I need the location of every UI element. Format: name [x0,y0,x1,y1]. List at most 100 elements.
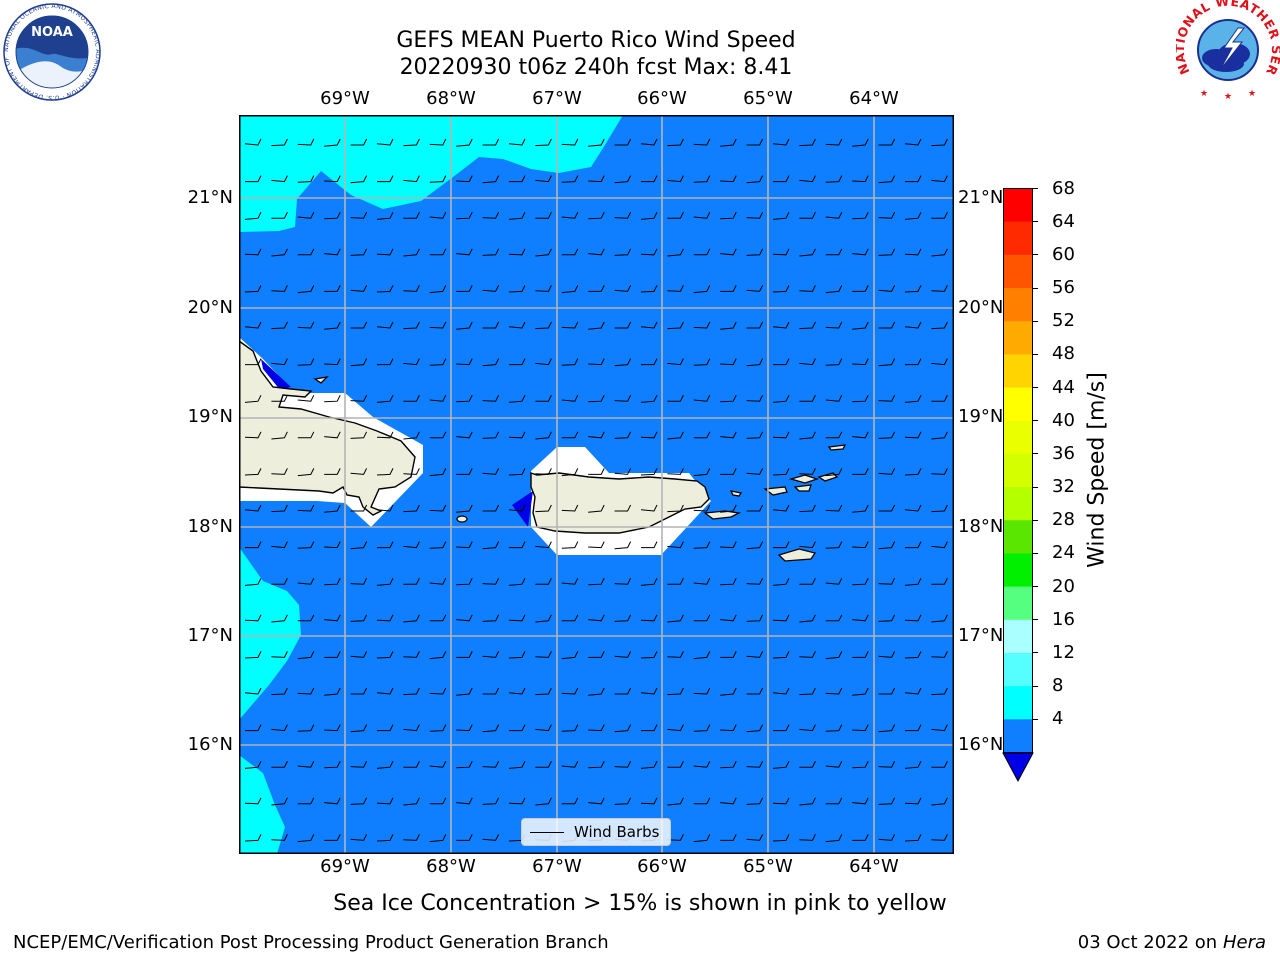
lon-tick-top: 69°W [320,88,370,109]
colorbar-tick-mark [1032,254,1038,256]
colorbar-segment [1003,354,1033,388]
colorbar-tick-mark [1032,387,1038,389]
legend-line-swatch [530,832,564,833]
colorbar-tick-label: 20 [1052,575,1075,597]
lat-tick-right: 21°N [958,187,1004,208]
colorbar-tick-mark [1032,320,1038,322]
colorbar-tick-label: 28 [1052,509,1075,531]
colorbar-segment [1003,719,1033,753]
colorbar-tick-label: 16 [1052,608,1075,630]
chart-title-line1: GEFS MEAN Puerto Rico Wind Speed [396,28,796,53]
svg-text:★: ★ [1248,89,1256,99]
colorbar-segment [1003,420,1033,455]
colorbar-segment [1003,553,1033,587]
lat-tick-left: 16°N [187,734,233,755]
colorbar-tick-mark [1032,453,1038,455]
lon-tick-bottom: 65°W [743,856,793,877]
colorbar-segment [1003,487,1033,521]
lat-tick-left: 20°N [187,297,233,318]
land-small-islands [313,376,847,562]
lon-tick-bottom: 66°W [637,856,687,877]
colorbar-segment [1003,188,1033,222]
colorbar-tick-mark [1032,718,1038,720]
colorbar-segment [1003,652,1033,687]
land-hispaniola [239,340,416,516]
colorbar-segment [1003,453,1033,488]
chart-title-line2: 20220930 t06z 240h fcst Max: 8.41 [399,55,793,80]
colorbar-frame [1003,188,1033,753]
colorbar-segment [1003,387,1033,422]
colorbar-label: Wind Speed [m/s] [1084,372,1110,568]
svg-text:NOAA: NOAA [31,25,73,40]
colorbar-under-triangle [1002,752,1034,783]
colorbar [1002,188,1034,783]
colorbar-segment [1003,619,1033,654]
legend-label: Wind Barbs [574,823,660,841]
svg-text:★: ★ [1224,92,1232,100]
lon-tick-bottom: 64°W [849,856,899,877]
lon-tick-top: 68°W [426,88,476,109]
colorbar-tick-label: 4 [1052,708,1064,730]
lat-tick-right: 19°N [958,406,1004,427]
colorbar-tick-mark [1032,486,1038,488]
colorbar-tick-label: 44 [1052,376,1075,398]
colorbar-tick-label: 24 [1052,542,1075,564]
wind-speed-map [239,115,954,854]
lat-tick-right: 18°N [958,516,1004,537]
lat-tick-right: 20°N [958,297,1004,318]
colorbar-segment [1003,321,1033,355]
colorbar-tick-label: 32 [1052,476,1075,498]
colorbar-tick-label: 52 [1052,310,1075,332]
colorbar-segment [1003,254,1033,289]
sea-ice-caption: Sea Ice Concentration > 15% is shown in … [333,891,947,916]
lon-tick-top: 66°W [637,88,687,109]
map-gridlines [239,115,954,854]
colorbar-segment [1003,520,1033,554]
lat-tick-left: 21°N [187,187,233,208]
lon-tick-top: 67°W [532,88,582,109]
noaa-logo: NATIONAL OCEANIC AND ATMOSPHERIC ADMINIS… [2,2,101,101]
colorbar-segment [1003,221,1033,256]
lon-tick-bottom: 69°W [320,856,370,877]
colorbar-tick-label: 56 [1052,277,1075,299]
colorbar-tick-mark [1032,221,1038,223]
land-puerto-rico [530,472,710,534]
colorbar-tick-label: 48 [1052,343,1075,365]
colorbar-tick-mark [1032,519,1038,521]
colorbar-tick-label: 12 [1052,641,1075,663]
footer-date-text: 03 Oct 2022 on [1077,932,1218,953]
colorbar-tick-mark [1032,619,1038,621]
lon-tick-top: 65°W [743,88,793,109]
ocean-light-region-southwest-1 [239,547,301,720]
colorbar-tick-label: 36 [1052,442,1075,464]
footer-machine: Hera [1222,932,1266,953]
lon-tick-bottom: 68°W [426,856,476,877]
colorbar-tick-label: 40 [1052,409,1075,431]
lat-tick-right: 17°N [958,625,1004,646]
colorbar-tick-mark [1032,586,1038,588]
colorbar-segment [1003,686,1033,720]
colorbar-segment [1003,288,1033,322]
colorbar-tick-mark [1032,652,1038,654]
colorbar-tick-mark [1032,420,1038,422]
colorbar-tick-label: 64 [1052,210,1075,232]
footer-date: 03 Oct 2022 on Hera [1078,932,1266,954]
map-frame [239,115,954,854]
colorbar-tick-label: 8 [1052,675,1064,697]
lon-tick-top: 64°W [849,88,899,109]
lat-tick-left: 18°N [187,516,233,537]
colorbar-tick-mark [1032,188,1038,189]
lat-tick-right: 16°N [958,734,1004,755]
ocean-light-region-north [239,115,623,232]
ocean-dark-region-west [261,359,291,391]
colorbar-tick-mark [1032,552,1038,554]
lat-tick-left: 19°N [187,406,233,427]
colorbar-tick-mark [1032,685,1038,687]
colorbar-tick-mark [1032,287,1038,289]
colorbar-tick-label: 60 [1052,243,1075,265]
colorbar-tick-label: 68 [1052,177,1075,199]
colorbar-tick-mark [1032,353,1038,355]
lon-tick-bottom: 67°W [532,856,582,877]
colorbar-segment [1003,586,1033,621]
